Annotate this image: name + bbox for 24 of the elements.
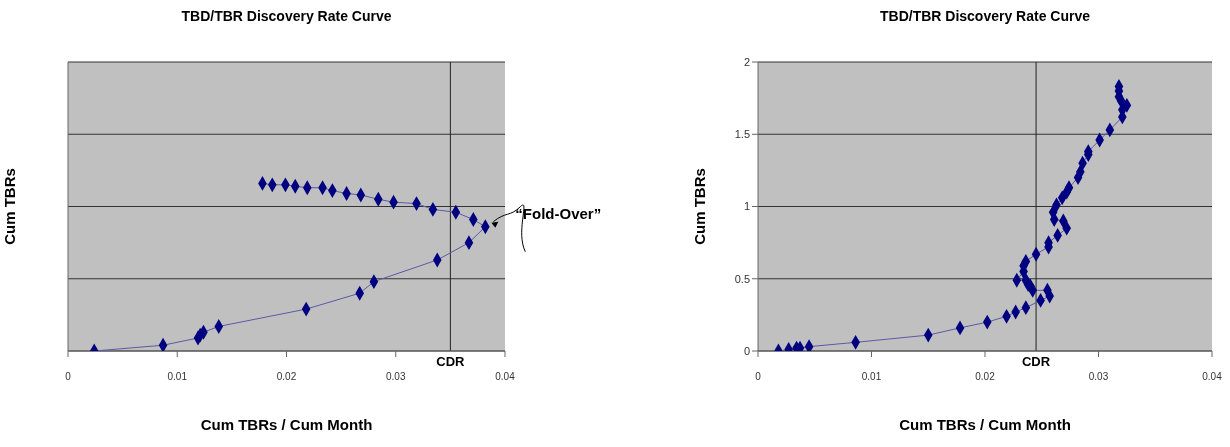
x-tick-label: 0.04 — [495, 371, 516, 383]
chart-title: TBD/TBR Discovery Rate Curve — [878, 8, 1092, 24]
y-tick-label: 1.5 — [734, 128, 750, 141]
x-tick-label: 0.04 — [1202, 371, 1223, 383]
chart-title: TBD/TBR Discovery Rate Curve — [180, 8, 393, 24]
x-axis-title: Cum TBRs / Cum Month — [899, 416, 1071, 433]
y-tick-label: 2 — [743, 55, 750, 68]
x-tick-label: 0.03 — [1088, 371, 1109, 383]
x-tick-label: 0.03 — [386, 371, 406, 383]
ref-line-label: CDR — [1021, 354, 1051, 370]
annotation: “Fold-Over” — [515, 204, 602, 222]
x-tick-label: 0.01 — [167, 371, 188, 383]
x-tick-label: 0.02 — [975, 371, 996, 383]
y-tick-label: 0 — [743, 344, 750, 357]
y-tick-label: 0.5 — [734, 272, 750, 285]
y-axis-title: Cum TBRs — [691, 168, 709, 245]
x-tick-label: 0.01 — [861, 371, 882, 383]
x-tick-label: 0 — [755, 371, 762, 383]
x-tick-label: 0 — [65, 371, 72, 383]
x-tick-label: 0.02 — [276, 371, 297, 383]
ref-line-label: CDR — [436, 354, 466, 370]
y-tick-label: 1 — [743, 200, 750, 213]
y-axis-title: Cum TBRs — [1, 168, 19, 245]
x-axis-title: Cum TBRs / Cum Month — [200, 416, 373, 433]
